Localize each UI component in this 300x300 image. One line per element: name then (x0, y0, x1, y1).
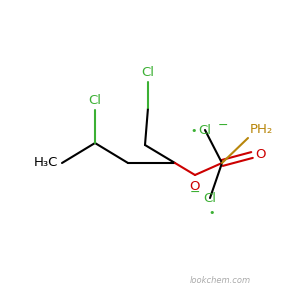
Text: lookchem.com: lookchem.com (189, 276, 250, 285)
Text: −: − (190, 185, 200, 199)
Text: −: − (218, 118, 229, 131)
Text: •: • (209, 208, 215, 218)
Text: H₃C: H₃C (34, 157, 58, 169)
Text: O: O (190, 180, 200, 193)
Text: •: • (190, 126, 197, 136)
Text: PH₂: PH₂ (250, 123, 273, 136)
Text: Cl: Cl (88, 94, 101, 107)
Text: Cl: Cl (203, 191, 217, 205)
Text: Cl: Cl (142, 66, 154, 79)
Text: Cl: Cl (199, 124, 212, 136)
Text: O: O (255, 148, 266, 160)
